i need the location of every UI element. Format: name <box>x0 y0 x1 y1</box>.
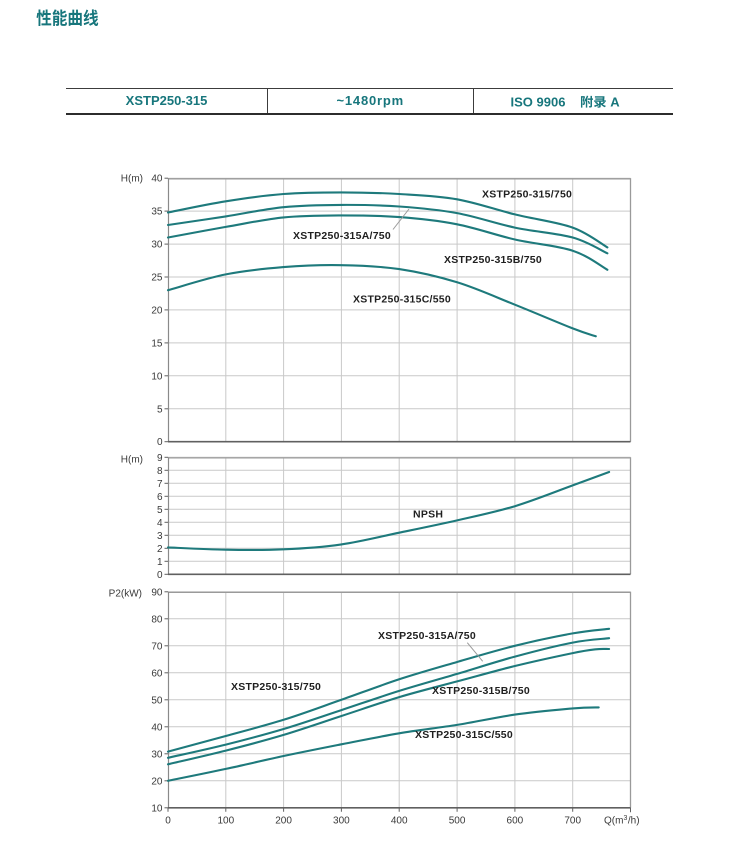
svg-text:XSTP250-315C/550: XSTP250-315C/550 <box>353 294 451 306</box>
svg-text:1: 1 <box>157 557 163 568</box>
svg-text:H(m): H(m) <box>121 455 143 466</box>
svg-text:300: 300 <box>333 816 350 827</box>
svg-text:0: 0 <box>157 437 163 448</box>
svg-text:8: 8 <box>157 466 163 477</box>
svg-text:30: 30 <box>151 749 163 760</box>
svg-text:600: 600 <box>507 816 524 827</box>
svg-text:50: 50 <box>151 695 163 706</box>
svg-text:400: 400 <box>391 816 408 827</box>
svg-text:20: 20 <box>151 776 163 787</box>
svg-text:60: 60 <box>151 668 163 679</box>
svg-text:80: 80 <box>151 614 163 625</box>
svg-text:25: 25 <box>151 273 163 284</box>
svg-text:15: 15 <box>151 338 163 349</box>
svg-text:700: 700 <box>564 816 581 827</box>
svg-text:0: 0 <box>165 816 171 827</box>
svg-text:ISO 9906: ISO 9906 <box>511 94 566 109</box>
svg-text:30: 30 <box>151 240 163 251</box>
svg-text:XSTP250-315A/750: XSTP250-315A/750 <box>293 230 391 242</box>
svg-text:6: 6 <box>157 492 163 503</box>
svg-text:10: 10 <box>151 371 163 382</box>
svg-text:500: 500 <box>449 816 466 827</box>
svg-text:4: 4 <box>157 518 163 529</box>
svg-text:XSTP250-315/750: XSTP250-315/750 <box>231 681 321 693</box>
svg-text:40: 40 <box>151 722 163 733</box>
svg-text:7: 7 <box>157 479 163 490</box>
svg-text:200: 200 <box>275 816 292 827</box>
svg-text:XSTP250-315C/550: XSTP250-315C/550 <box>415 729 513 741</box>
svg-text:Q(m3/h): Q(m3/h) <box>604 815 640 827</box>
svg-text:40: 40 <box>151 174 163 185</box>
svg-text:5: 5 <box>157 505 163 516</box>
svg-text:9: 9 <box>157 453 163 464</box>
svg-text:5: 5 <box>157 404 163 415</box>
svg-text:XSTP250-315A/750: XSTP250-315A/750 <box>378 630 476 642</box>
svg-text:0: 0 <box>157 570 163 581</box>
svg-text:35: 35 <box>151 207 163 218</box>
svg-text:10: 10 <box>151 803 163 814</box>
svg-text:XSTP250-315/750: XSTP250-315/750 <box>482 189 572 201</box>
svg-text:70: 70 <box>151 641 163 652</box>
svg-text:A: A <box>610 94 620 109</box>
svg-text:100: 100 <box>217 816 234 827</box>
svg-text:XSTP250-315B/750: XSTP250-315B/750 <box>432 685 530 697</box>
svg-text:2: 2 <box>157 544 163 555</box>
svg-text:H(m): H(m) <box>121 174 143 185</box>
svg-text:XSTP250-315B/750: XSTP250-315B/750 <box>444 254 542 266</box>
svg-text:P2(kW): P2(kW) <box>109 588 142 599</box>
svg-text:90: 90 <box>151 587 163 598</box>
svg-text:3: 3 <box>157 531 163 542</box>
svg-text:20: 20 <box>151 305 163 316</box>
svg-text:NPSH: NPSH <box>413 509 443 521</box>
